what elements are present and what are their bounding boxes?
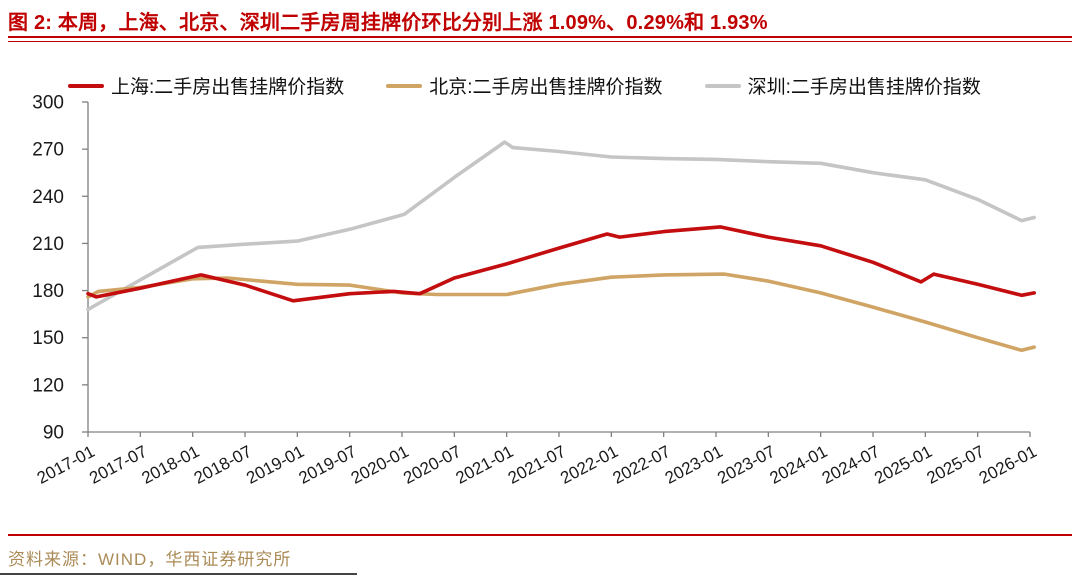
footer-rule: [8, 534, 1072, 536]
x-tick-label: 2023-01: [662, 442, 726, 488]
legend-item: 北京:二手房出售挂牌价指数: [386, 72, 663, 99]
x-tick-label: 2024-01: [767, 442, 831, 488]
y-tick-label: 150: [32, 328, 64, 349]
x-tick-label: 2017-07: [86, 442, 150, 488]
y-tick-label: 120: [32, 375, 64, 396]
x-tick-label: 2018-01: [139, 442, 203, 488]
legend-label: 上海:二手房出售挂牌价指数: [111, 77, 345, 98]
x-tick-label: 2020-01: [348, 442, 412, 488]
y-tick-label: 240: [32, 187, 64, 208]
x-tick-label: 2025-01: [871, 442, 935, 488]
y-tick-label: 180: [32, 281, 64, 302]
x-tick-label: 2022-07: [610, 442, 674, 488]
legend-label: 深圳:二手房出售挂牌价指数: [747, 77, 981, 98]
y-tick-label: 210: [32, 234, 64, 255]
title-double-rule: [8, 36, 1072, 42]
legend-label: 北京:二手房出售挂牌价指数: [429, 77, 663, 98]
y-tick-label: 300: [32, 93, 64, 114]
x-tick-label: 2026-01: [976, 442, 1040, 488]
bottom-partial-rule: [0, 573, 357, 575]
y-tick-label: 270: [32, 140, 64, 161]
y-tick-label: 90: [43, 423, 64, 444]
x-tick-label: 2021-07: [505, 442, 569, 488]
chart-legend: 上海:二手房出售挂牌价指数 北京:二手房出售挂牌价指数 深圳:二手房出售挂牌价指数: [68, 72, 981, 99]
x-tick-label: 2024-07: [819, 442, 883, 488]
figure-title: 图 2: 本周，上海、北京、深圳二手房周挂牌价环比分别上涨 1.09%、0.29…: [8, 12, 768, 34]
legend-line-swatch: [386, 83, 423, 88]
x-tick-label: 2021-01: [453, 442, 517, 488]
x-tick-label: 2019-01: [243, 442, 307, 488]
x-tick-label: 2020-07: [400, 442, 464, 488]
x-tick-label: 2025-07: [924, 442, 988, 488]
series-line-shenzhen: [86, 140, 1036, 312]
x-tick-label: 2022-01: [557, 442, 621, 488]
series-line-beijing: [86, 272, 1036, 353]
legend-item: 深圳:二手房出售挂牌价指数: [704, 72, 981, 99]
series-line-shanghai: [86, 225, 1036, 303]
source-note: 资料来源：WIND，华西证券研究所: [8, 550, 292, 569]
x-tick-label: 2019-07: [296, 442, 360, 488]
x-tick-label: 2018-07: [191, 442, 255, 488]
x-tick-label: 2023-07: [714, 442, 778, 488]
legend-item: 上海:二手房出售挂牌价指数: [68, 72, 344, 99]
legend-line-swatch: [704, 83, 741, 88]
legend-line-swatch: [68, 83, 104, 88]
x-tick-label: 2017-01: [34, 442, 98, 488]
